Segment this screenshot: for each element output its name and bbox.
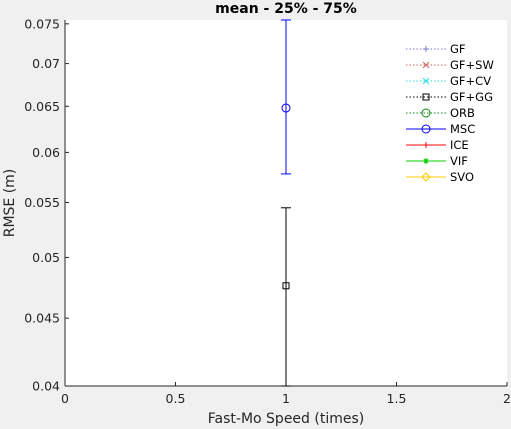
x-tick-label: 0 [61, 391, 69, 406]
legend-label-svo: SVO [450, 170, 474, 184]
axes: 0 0.5 1 1.5 2 0.04 0.045 0.05 0.055 0.06 0.065 0.07… [24, 16, 511, 406]
y-tick-label: 0.055 [24, 195, 60, 210]
data-point-msc [281, 103, 291, 113]
legend-label-gf: GF [450, 42, 466, 56]
legend-marker-gf-gg [422, 93, 430, 101]
legend-label-gf-sw: GF+SW [450, 58, 494, 72]
data-point-gf-gg [282, 282, 290, 290]
x-axis-label: Fast-Mo Speed (times) [208, 411, 364, 427]
legend-label-gf-cv: GF+CV [450, 74, 491, 88]
legend-label-vif: VIF [450, 154, 468, 168]
legend-label-ice: ICE [450, 138, 469, 152]
y-tick-label: 0.04 [32, 379, 60, 394]
y-tick-label: 0.06 [32, 145, 60, 160]
x-tick-label: 1.5 [387, 391, 407, 406]
y-tick-label: 0.065 [24, 99, 60, 114]
legend-label-orb: ORB [450, 106, 475, 120]
legend-marker-vif [423, 158, 429, 164]
chart-title: mean - 25% - 75% [215, 1, 357, 17]
data-layer [281, 19, 291, 387]
legend-marker-gf-cv [422, 77, 430, 85]
y-tick-label: 0.05 [32, 250, 60, 265]
legend-label-msc: MSC [450, 122, 475, 136]
x-tick-label: 1 [282, 391, 290, 406]
x-tick-label: 0.5 [166, 391, 186, 406]
y-tick-label: 0.075 [24, 16, 60, 31]
legend: GF GF+SW GF+CV GF+GG ORB MSC ICE VIF SVO [406, 42, 494, 184]
legend-marker-gf [423, 46, 429, 52]
y-tick-label: 0.045 [24, 311, 60, 326]
legend-marker-gf-sw [422, 61, 430, 69]
y-tick-label: 0.07 [32, 56, 60, 71]
y-axis-label: RMSE (m) [2, 169, 18, 238]
legend-label-gf-gg: GF+GG [450, 90, 493, 104]
legend-marker-msc [421, 124, 431, 134]
legend-marker-svo [421, 172, 431, 182]
legend-marker-orb [421, 108, 431, 118]
x-tick-label: 2 [503, 391, 511, 406]
legend-marker-ice [423, 142, 429, 148]
